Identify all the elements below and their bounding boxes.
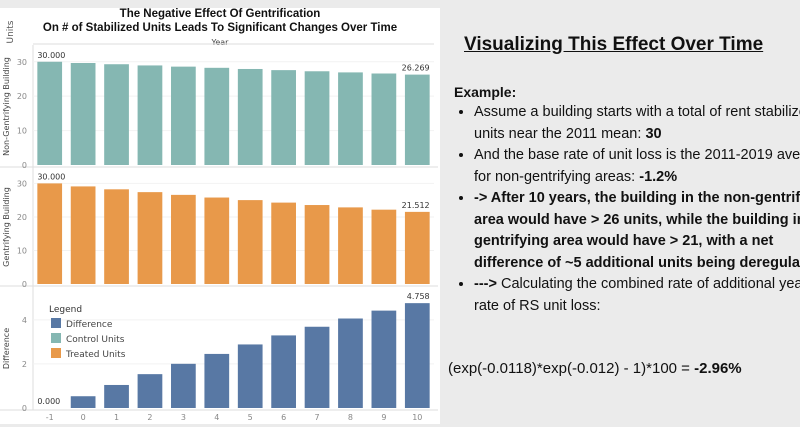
bar [70,396,96,408]
panel-axis-title: Non-Gentrifying Building [2,57,11,156]
bullet-2: And the base rate of unit loss is the 20… [474,145,800,188]
legend-title: Legend [49,305,82,315]
bar [237,344,263,408]
y-tick-label: 20 [17,213,27,222]
x-tick-label: 9 [381,413,386,422]
bar [271,70,296,165]
x-tick-label: -1 [46,413,54,422]
text-panel: Visualizing This Effect Over Time Exampl… [448,0,800,427]
y-tick-label: 30 [17,179,27,188]
data-label: 30.000 [37,51,65,60]
bar [404,211,430,284]
bar [171,66,196,165]
x-tick-label: 3 [181,413,186,422]
bullet-list: Assume a building starts with a total of… [448,102,800,317]
bar [204,353,230,408]
bullet-3-text: -> After 10 years, the building in the n… [474,190,800,271]
y-axis-title: Units [6,20,16,43]
bar [371,209,397,284]
bar [271,335,296,408]
bar [104,189,129,284]
formula: (exp(-0.0118)*exp(-0.012) - 1)*100 = -2.… [448,360,742,377]
y-tick-label: 0 [22,280,27,289]
formula-text: (exp(-0.0118)*exp(-0.012) - 1)*100 = [448,360,695,377]
bar [70,186,96,284]
bar [204,197,230,284]
legend-swatch [51,318,61,328]
bar [404,74,430,165]
x-tick-label: 4 [214,413,219,422]
data-label: 4.758 [407,292,430,301]
y-tick-label: 20 [17,92,27,101]
x-tick-label: 7 [314,413,319,422]
panel-axis-title: Gentrifying Building [2,187,11,267]
bar [271,202,296,284]
text-heading: Visualizing This Effect Over Time [464,34,764,55]
y-tick-label: 0 [22,161,27,170]
y-tick-label: 0 [22,404,27,413]
data-label: 21.512 [402,201,430,210]
x-tick-label: 0 [81,413,86,422]
data-label: 30.000 [37,172,65,181]
bar [304,71,330,165]
x-tick-label: 1 [114,413,119,422]
x-axis-title: Year [211,38,229,47]
example-label: Example: [454,84,517,100]
x-tick-label: 10 [412,413,422,422]
bar [338,207,363,284]
bar [70,63,96,166]
bullet-1-bold: 30 [645,125,662,142]
bar [304,326,330,408]
bar [137,192,163,284]
chart-panel: The Negative Effect Of Gentrification On… [0,8,440,424]
legend-item-label: Difference [66,320,113,330]
bar [171,194,196,284]
bullet-2-bold: -1.2% [639,168,678,185]
bullet-4-text: Calculating the combined rate of additio… [474,276,800,314]
legend-item-label: Treated Units [65,350,126,360]
bar [104,64,129,165]
y-tick-label: 10 [17,246,27,255]
formula-result: -2.96% [694,360,742,377]
bar [104,384,129,408]
panel-axis-title: Difference [2,328,11,369]
bullet-1-text: Assume a building starts with a total of… [474,104,800,142]
bullet-4-bold: ---> [474,276,497,292]
x-tick-label: 2 [147,413,152,422]
bar [137,374,163,408]
data-label: 26.269 [402,64,430,73]
bullet-4: ---> Calculating the combined rate of ad… [474,274,800,317]
x-tick-label: 5 [248,413,253,422]
y-tick-label: 10 [17,127,27,136]
bullet-1: Assume a building starts with a total of… [474,102,800,145]
data-label: 0.000 [37,397,60,406]
legend-item-label: Control Units [66,335,125,345]
bar [404,303,430,408]
legend-swatch [51,333,61,343]
bar [304,205,330,284]
x-tick-label: 8 [348,413,353,422]
bar [37,61,63,165]
bar [37,183,63,284]
bar [338,318,363,408]
bar [371,73,397,165]
legend-swatch [51,348,61,358]
chart-title: The Negative Effect Of Gentrification [119,8,321,20]
bar [237,200,263,284]
bar [237,68,263,165]
y-tick-label: 30 [17,58,27,67]
y-tick-label: 2 [22,360,27,369]
bar [371,310,397,408]
x-tick-label: 6 [281,413,286,422]
bar [204,67,230,165]
bullet-2-text: And the base rate of unit loss is the 20… [474,147,800,185]
bar [137,65,163,165]
y-tick-label: 4 [22,316,27,325]
bullet-3: -> After 10 years, the building in the n… [474,188,800,274]
bar [171,363,196,408]
chart-subtitle: On # of Stabilized Units Leads To Signif… [42,22,398,34]
bar [338,72,363,165]
